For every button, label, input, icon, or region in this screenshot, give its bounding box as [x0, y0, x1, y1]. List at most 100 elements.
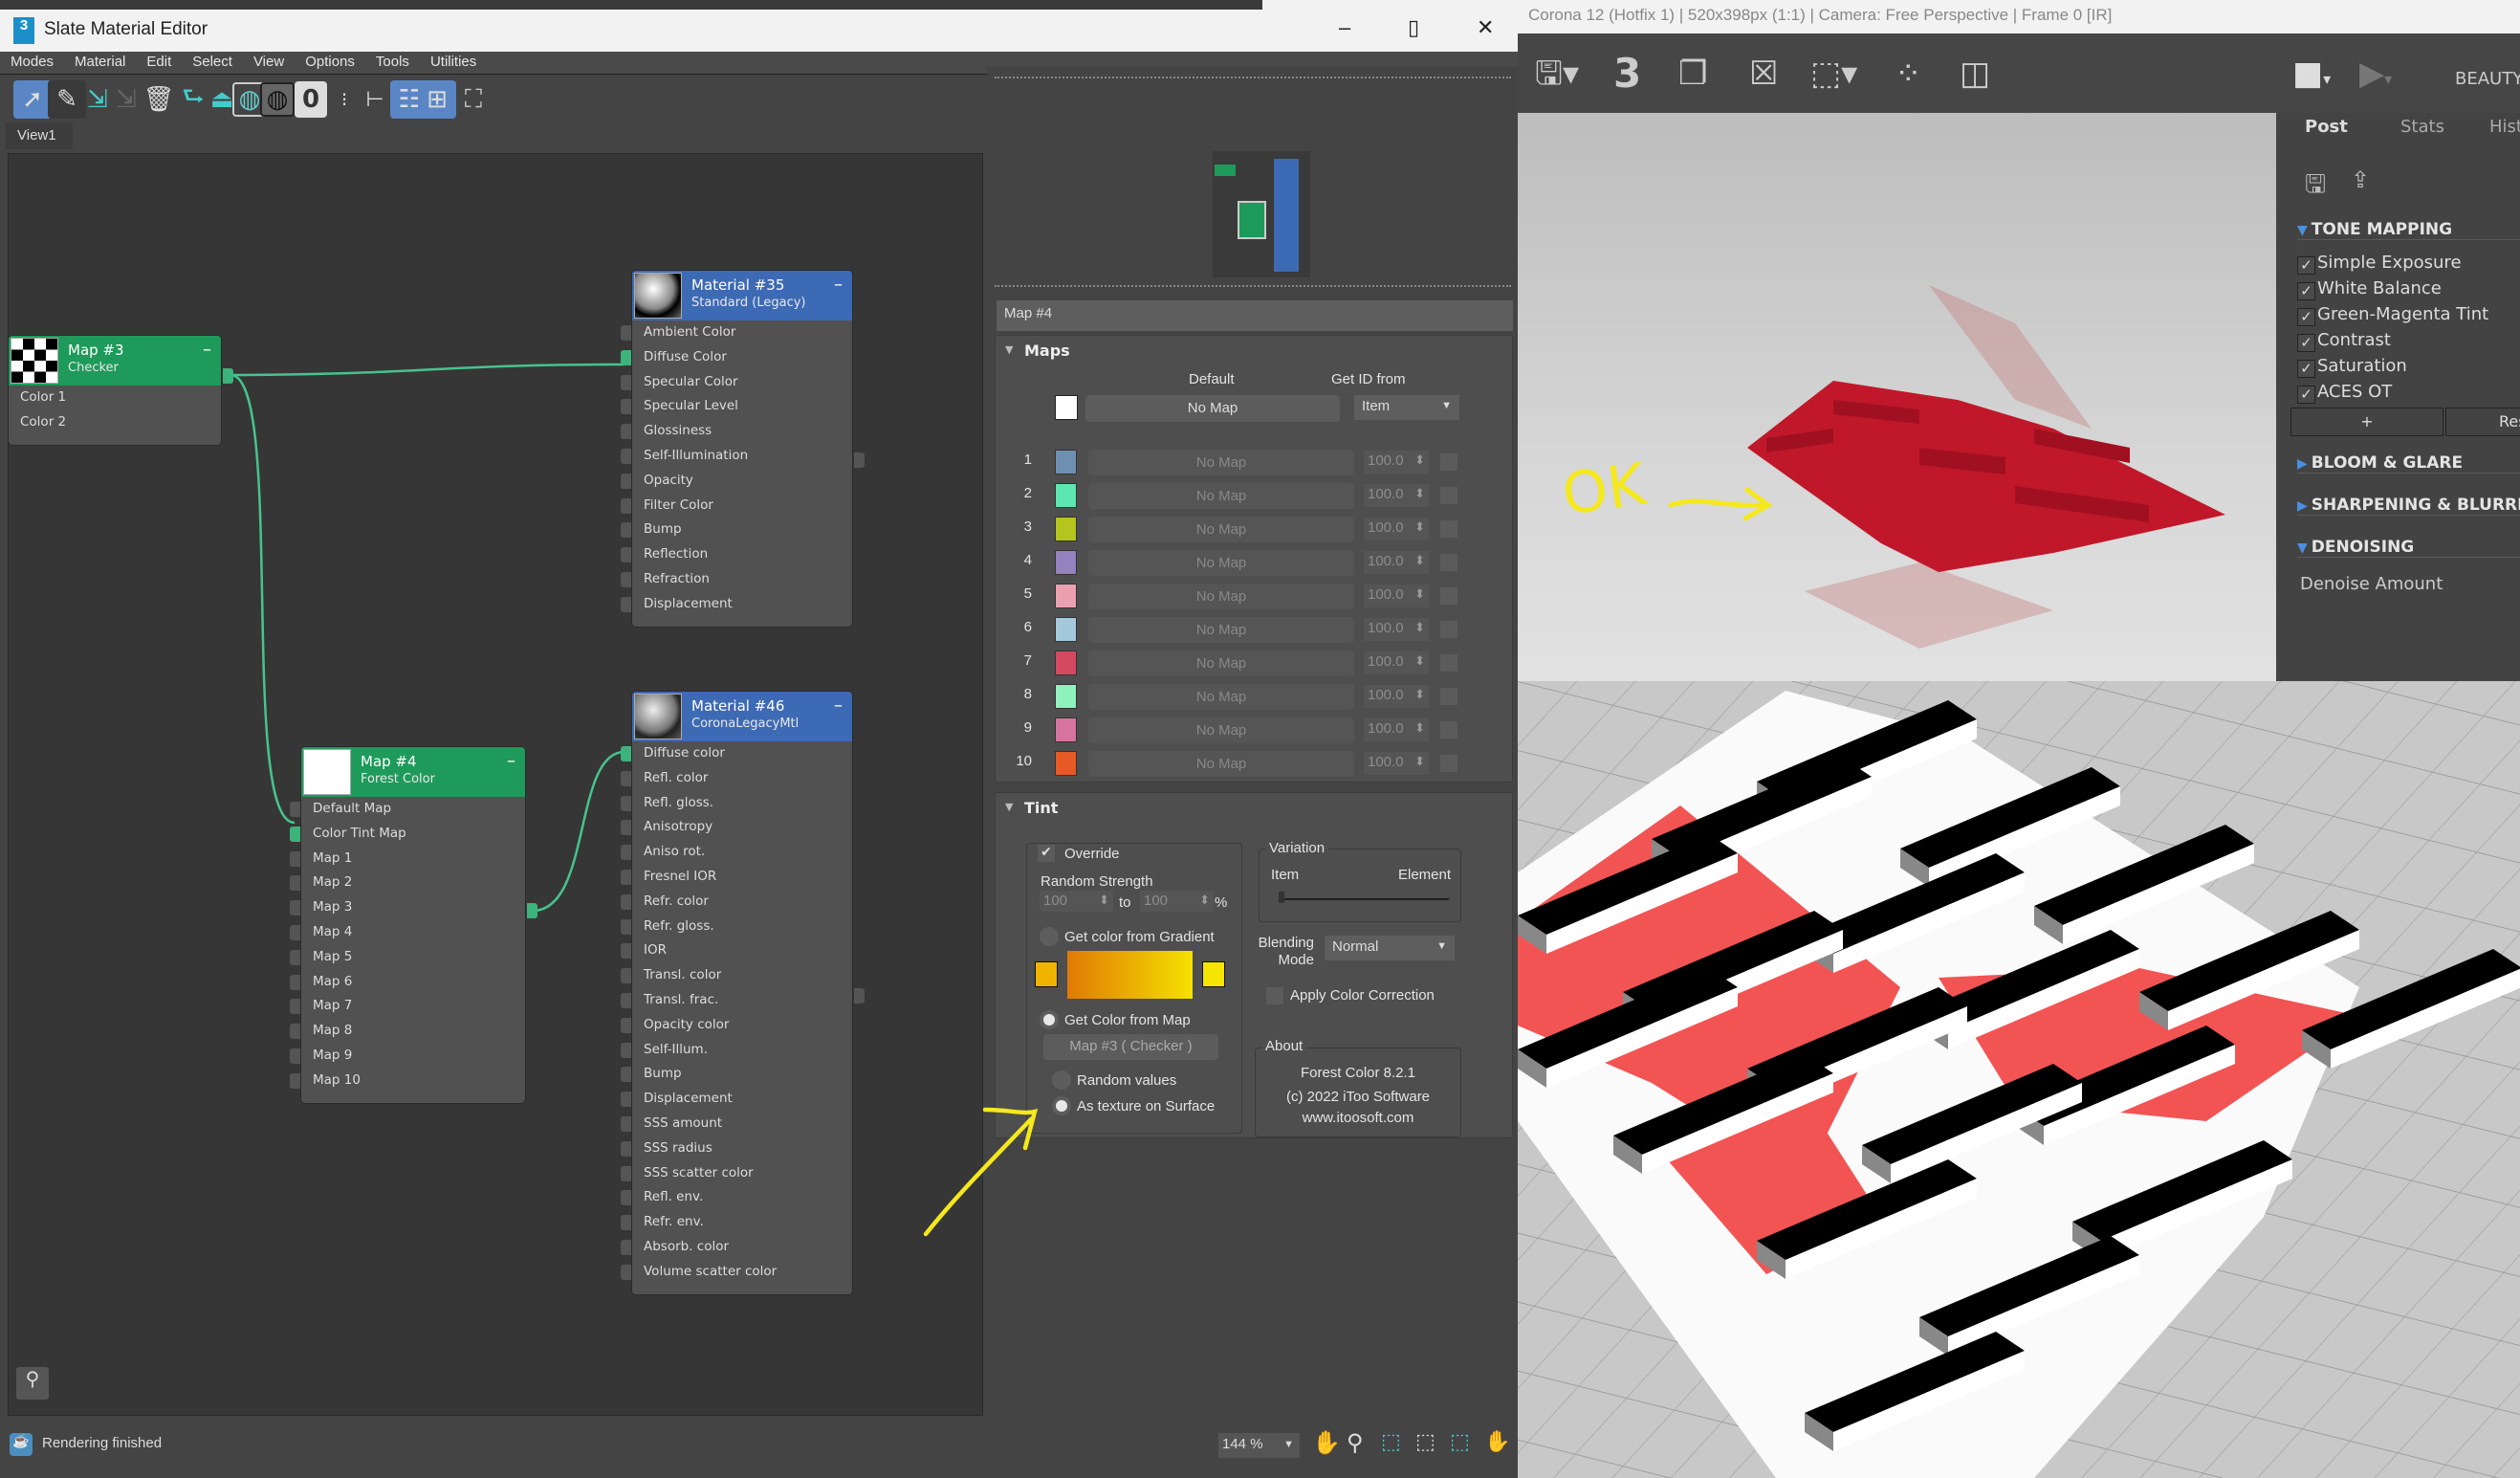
maximize-button[interactable]: ▯: [1408, 15, 1420, 39]
input-socket[interactable]: [621, 968, 631, 984]
map-color-swatch[interactable]: [1055, 450, 1077, 474]
node-slot[interactable]: Map 4: [290, 920, 525, 945]
navigator[interactable]: [1213, 151, 1310, 277]
delete-icon[interactable]: 🗑: [142, 85, 175, 114]
input-socket[interactable]: [290, 900, 300, 916]
tab-view1[interactable]: View1: [6, 122, 73, 149]
tab-hist[interactable]: Hist: [2489, 117, 2520, 137]
node-slot[interactable]: Anisotropy: [621, 815, 852, 840]
node-slot[interactable]: Ambient Color: [621, 320, 852, 345]
map-color-swatch[interactable]: [1055, 751, 1077, 776]
node-slot[interactable]: Absorb. color: [621, 1235, 852, 1260]
map-slot-button[interactable]: No Map: [1088, 684, 1354, 710]
map-amount-spinner[interactable]: 100.0: [1364, 484, 1429, 507]
map-color-swatch[interactable]: [1055, 617, 1077, 642]
map-amount-spinner[interactable]: 100.0: [1364, 518, 1429, 540]
node-slot[interactable]: Self-Illum.: [621, 1038, 852, 1063]
layout-all-icon[interactable]: ⁝: [340, 88, 348, 111]
map-enable-checkbox[interactable]: [1440, 487, 1457, 504]
input-socket[interactable]: [290, 802, 300, 817]
node-slot[interactable]: Refr. color: [621, 890, 852, 915]
map-enable-checkbox[interactable]: [1440, 520, 1457, 538]
node-view[interactable]: Map #3 Checker – Color 1 Color 2 Material #35…: [8, 153, 983, 1416]
node-mat46[interactable]: Material #46 CoronaLegacyMtl – Diffuse colo…: [621, 692, 852, 1294]
map-enable-checkbox[interactable]: [1440, 587, 1457, 605]
node-slot[interactable]: Displacement: [621, 592, 852, 617]
input-socket[interactable]: [621, 820, 631, 836]
zoom-extents-selected-icon[interactable]: ⬚: [1450, 1429, 1470, 1453]
add-operator-button[interactable]: +: [2290, 408, 2443, 436]
input-socket[interactable]: [621, 522, 631, 539]
map-slot-button[interactable]: No Map: [1088, 617, 1354, 643]
input-socket[interactable]: [290, 1072, 300, 1089]
get-id-dropdown[interactable]: Item ▼: [1354, 395, 1459, 420]
region-select-icon[interactable]: ⬚▾: [1810, 55, 1858, 93]
node-slot[interactable]: Bump: [621, 518, 852, 542]
input-socket[interactable]: [621, 1215, 631, 1231]
maps-rollout-header[interactable]: Maps: [996, 336, 1512, 360]
zoom-extents-icon[interactable]: ⬚: [1415, 1429, 1435, 1453]
map-color-swatch[interactable]: [1055, 684, 1077, 709]
node-slot[interactable]: Map 10: [290, 1069, 525, 1093]
map-color-swatch[interactable]: [1055, 584, 1077, 608]
copy-icon[interactable]: ❐: [1678, 55, 1708, 93]
binoculars-icon[interactable]: ⚲: [16, 1367, 49, 1400]
tone-mapping-item[interactable]: ✓ White Balance: [2297, 278, 2442, 300]
input-socket[interactable]: [621, 992, 631, 1008]
collapse-icon[interactable]: –: [203, 340, 211, 360]
input-socket[interactable]: [621, 1067, 631, 1083]
node-slot[interactable]: Opacity color: [621, 1013, 852, 1038]
menu-options[interactable]: Options: [305, 54, 355, 70]
put-to-library-icon[interactable]: ⇲: [116, 85, 137, 114]
viewport-3d[interactable]: [1518, 681, 2520, 1478]
menu-utilities[interactable]: Utilities: [429, 54, 477, 70]
menu-view[interactable]: View: [252, 54, 285, 70]
input-socket[interactable]: [621, 1017, 631, 1033]
node-map3[interactable]: Map #3 Checker – Color 1 Color 2: [9, 336, 221, 445]
random-values-radio[interactable]: [1052, 1070, 1071, 1090]
node-slot[interactable]: Glossiness: [621, 419, 852, 444]
render-number-3-icon[interactable]: 3: [1613, 50, 1642, 97]
input-socket[interactable]: [290, 999, 300, 1015]
input-socket[interactable]: [290, 924, 300, 940]
hide-unused-slots-icon[interactable]: ⏏: [209, 85, 234, 114]
input-socket[interactable]: [290, 949, 300, 965]
map-slot-button[interactable]: No Map: [1088, 584, 1354, 609]
collapse-icon[interactable]: –: [507, 751, 515, 771]
node-slot[interactable]: Volume scatter color: [621, 1260, 852, 1285]
map-slot-button[interactable]: No Map: [1088, 651, 1354, 676]
map-amount-spinner[interactable]: 100.0: [1364, 551, 1429, 574]
variation-slider-thumb[interactable]: [1279, 892, 1284, 903]
input-socket[interactable]: [621, 1239, 631, 1255]
section-bloom-glare[interactable]: ▶ BLOOM & GLARE: [2297, 453, 2520, 474]
input-socket[interactable]: [290, 1024, 300, 1040]
input-socket[interactable]: [621, 448, 631, 464]
node-slot[interactable]: Bump: [621, 1062, 852, 1087]
gradient-preview[interactable]: [1067, 951, 1193, 999]
tone-mapping-item[interactable]: ✓ Green-Magenta Tint: [2297, 304, 2488, 326]
collapse-icon[interactable]: –: [834, 695, 843, 716]
node-slot[interactable]: Map 5: [290, 945, 525, 970]
node-map4[interactable]: Map #4 Forest Color – Default Map Color Tint…: [290, 747, 525, 1103]
node-slot[interactable]: Color 1: [9, 386, 221, 410]
select-tool-icon[interactable]: ➚: [13, 80, 52, 119]
strength-to-spinner[interactable]: 100: [1140, 891, 1214, 912]
zoom-region-icon[interactable]: ⬚: [1381, 1429, 1401, 1453]
menu-tools[interactable]: Tools: [375, 54, 409, 70]
move-children-icon[interactable]: ⮑: [182, 82, 205, 111]
select-by-material-icon[interactable]: ⛶: [464, 84, 483, 114]
node-slot[interactable]: Transl. color: [621, 963, 852, 988]
map-slot-button[interactable]: No Map: [1088, 550, 1354, 576]
map-enable-checkbox[interactable]: [1440, 688, 1457, 705]
input-socket[interactable]: [621, 918, 631, 935]
blending-mode-dropdown[interactable]: Normal ▼: [1325, 936, 1455, 960]
node-slot[interactable]: Specular Level: [621, 394, 852, 419]
node-slot[interactable]: Refl. color: [621, 766, 852, 791]
input-socket[interactable]: [621, 547, 631, 563]
override-checkbox[interactable]: ✔: [1038, 845, 1055, 862]
output-socket[interactable]: [854, 988, 865, 1004]
input-socket[interactable]: [621, 1115, 631, 1132]
map-slot-button[interactable]: No Map: [1088, 483, 1354, 509]
minimize-button[interactable]: –: [1339, 15, 1351, 39]
node-mat35[interactable]: Material #35 Standard (Legacy) – Ambient Co…: [621, 271, 852, 627]
